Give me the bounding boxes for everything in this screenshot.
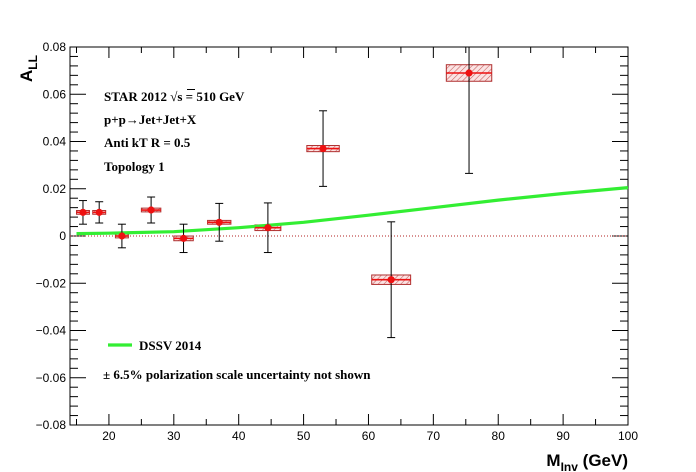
- legend-label-dssv: DSSV 2014: [139, 338, 202, 353]
- y-axis-title: ALL: [17, 55, 40, 82]
- y-tick-label: 0.02: [43, 182, 67, 196]
- y-tick-label: 0: [59, 229, 66, 243]
- data-point: [215, 218, 223, 226]
- x-tick-label: 40: [232, 429, 246, 443]
- data-points: [79, 69, 473, 284]
- data-point: [319, 144, 327, 153]
- data-point: [387, 276, 395, 284]
- x-tick-label: 90: [556, 429, 570, 443]
- y-tick-label: 0.04: [43, 135, 67, 149]
- x-tick-label: 80: [492, 429, 506, 443]
- x-axis-title: MInv (GeV): [546, 451, 628, 472]
- y-tick-label: 0.08: [43, 40, 67, 54]
- axis-ticks: [70, 46, 629, 426]
- x-tick-labels: 20 30 40 50 60 70 80 90 100: [102, 429, 638, 443]
- y-tick-labels: −0.08 −0.06 −0.04 −0.02 0 0.02 0.04 0.06 0.08: [36, 40, 67, 432]
- x-tick-label: 30: [167, 429, 181, 443]
- annotation-polarization-note: ± 6.5% polarization scale uncertainty no…: [103, 367, 371, 382]
- x-tick-label: 60: [362, 429, 376, 443]
- y-tick-label: −0.08: [36, 418, 67, 432]
- dssv-curve: [76, 186, 629, 236]
- data-point: [147, 206, 155, 214]
- x-tick-label: 100: [618, 429, 638, 443]
- data-point: [179, 234, 188, 242]
- annotation-algorithm: Anti kT R = 0.5: [104, 135, 191, 150]
- y-tick-label: −0.04: [36, 324, 67, 338]
- y-tick-label: 0.06: [43, 87, 67, 101]
- x-tick-label: 70: [427, 429, 441, 443]
- data-point: [79, 208, 87, 216]
- x-tick-label: 50: [297, 429, 311, 443]
- x-tick-label: 20: [102, 429, 116, 443]
- y-tick-label: −0.06: [36, 371, 67, 385]
- annotation-experiment: STAR 2012 √s = 510 GeV: [104, 89, 245, 104]
- data-point: [95, 208, 103, 216]
- annotation-topology: Topology 1: [104, 159, 165, 174]
- annotation-process: p+p→Jet+Jet+X: [104, 112, 197, 127]
- data-point: [118, 232, 126, 240]
- data-point: [465, 69, 473, 77]
- y-tick-label: −0.02: [36, 276, 67, 290]
- data-point: [264, 224, 272, 232]
